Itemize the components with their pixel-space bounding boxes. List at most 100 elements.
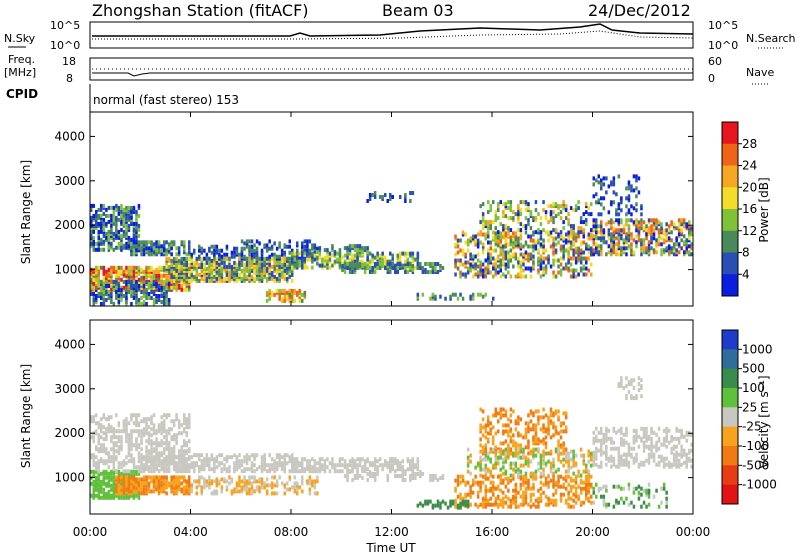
data-cell: [544, 210, 548, 215]
data-cell: [230, 250, 234, 255]
colorbar-swatch: [722, 143, 738, 166]
data-cell: [358, 244, 362, 249]
data-cell: [469, 262, 472, 267]
data-cell: [582, 256, 585, 261]
data-cell: [291, 288, 294, 293]
data-cell: [150, 419, 153, 424]
data-cell: [122, 243, 126, 248]
data-cell: [326, 248, 329, 253]
data-cell: [572, 272, 575, 277]
data-cell: [534, 423, 538, 428]
data-cell: [582, 250, 585, 255]
data-cell: [461, 296, 465, 301]
data-cell: [90, 435, 93, 440]
freq-label-1: Freq.: [8, 53, 35, 66]
data-cell: [97, 459, 100, 464]
data-cell: [625, 252, 628, 257]
data-cell: [499, 268, 502, 273]
data-cell: [519, 486, 523, 491]
data-cell: [559, 230, 563, 235]
data-cell: [489, 480, 492, 485]
data-cell: [509, 439, 513, 444]
data-cell: [532, 216, 535, 221]
data-cell: [127, 205, 131, 210]
data-cell: [484, 274, 487, 279]
data-cell: [130, 413, 133, 418]
data-cell: [507, 242, 510, 247]
data-cell: [175, 252, 178, 257]
data-cell: [157, 294, 161, 298]
data-cell: [286, 244, 289, 249]
freq-tick-bottom: 8: [66, 72, 73, 85]
data-cell: [582, 228, 585, 233]
data-cell: [140, 447, 143, 452]
data-cell: [401, 459, 404, 464]
data-cell: [396, 459, 399, 464]
data-cell: [519, 242, 523, 247]
data-cell: [635, 240, 638, 245]
data-cell: [517, 204, 520, 209]
data-cell: [172, 465, 176, 470]
data-cell: [497, 264, 500, 269]
data-cell: [110, 487, 113, 492]
data-cell: [635, 178, 638, 183]
data-cell: [499, 242, 502, 247]
data-cell: [135, 265, 138, 270]
data-cell: [147, 282, 151, 286]
data-cell: [190, 487, 193, 492]
data-cell: [137, 459, 141, 464]
data-cell: [389, 463, 392, 468]
data-cell: [456, 296, 460, 301]
data-cell: [275, 465, 279, 470]
colorbar-tick-label: 28: [742, 137, 757, 151]
data-cell: [188, 250, 191, 255]
data-cell: [160, 283, 163, 288]
data-cell: [213, 457, 216, 462]
data-cell: [476, 292, 480, 297]
data-cell: [160, 294, 163, 298]
data-cell: [366, 255, 369, 260]
data-cell: [210, 467, 214, 472]
data-cell: [283, 256, 286, 261]
data-cell: [559, 262, 563, 267]
data-cell: [492, 266, 495, 271]
data-cell: [688, 224, 691, 229]
data-cell: [497, 239, 500, 244]
data-cell: [466, 463, 470, 468]
data-cell: [559, 435, 563, 440]
data-cell: [662, 228, 666, 233]
data-cell: [667, 250, 671, 255]
data-cell: [162, 286, 166, 290]
data-cell: [122, 285, 126, 290]
data-cell: [240, 252, 244, 257]
data-cell: [617, 212, 621, 217]
data-cell: [507, 250, 510, 255]
data-cell: [100, 241, 103, 246]
data-cell: [157, 288, 161, 292]
data-cell: [115, 429, 118, 434]
data-cell: [253, 453, 256, 458]
data-cell: [185, 421, 188, 426]
data-cell: [160, 265, 163, 270]
data-cell: [268, 463, 271, 468]
data-cell: [291, 294, 294, 299]
data-cell: [117, 271, 121, 276]
data-cell: [436, 262, 440, 266]
data-cell: [270, 244, 274, 249]
data-cell: [368, 474, 372, 478]
data-cell: [190, 278, 193, 283]
data-cell: [386, 259, 389, 264]
data-cell: [162, 465, 166, 470]
data-cell: [497, 216, 500, 221]
data-cell: [373, 191, 377, 195]
data-cell: [529, 498, 533, 503]
data-cell: [373, 457, 377, 462]
data-cell: [132, 465, 136, 470]
data-cell: [223, 264, 226, 269]
data-cell: [238, 489, 241, 494]
data-cell: [132, 248, 136, 253]
data-cell: [145, 246, 148, 251]
data-cell: [504, 250, 508, 255]
data-cell: [351, 478, 354, 482]
data-cell: [587, 212, 590, 217]
